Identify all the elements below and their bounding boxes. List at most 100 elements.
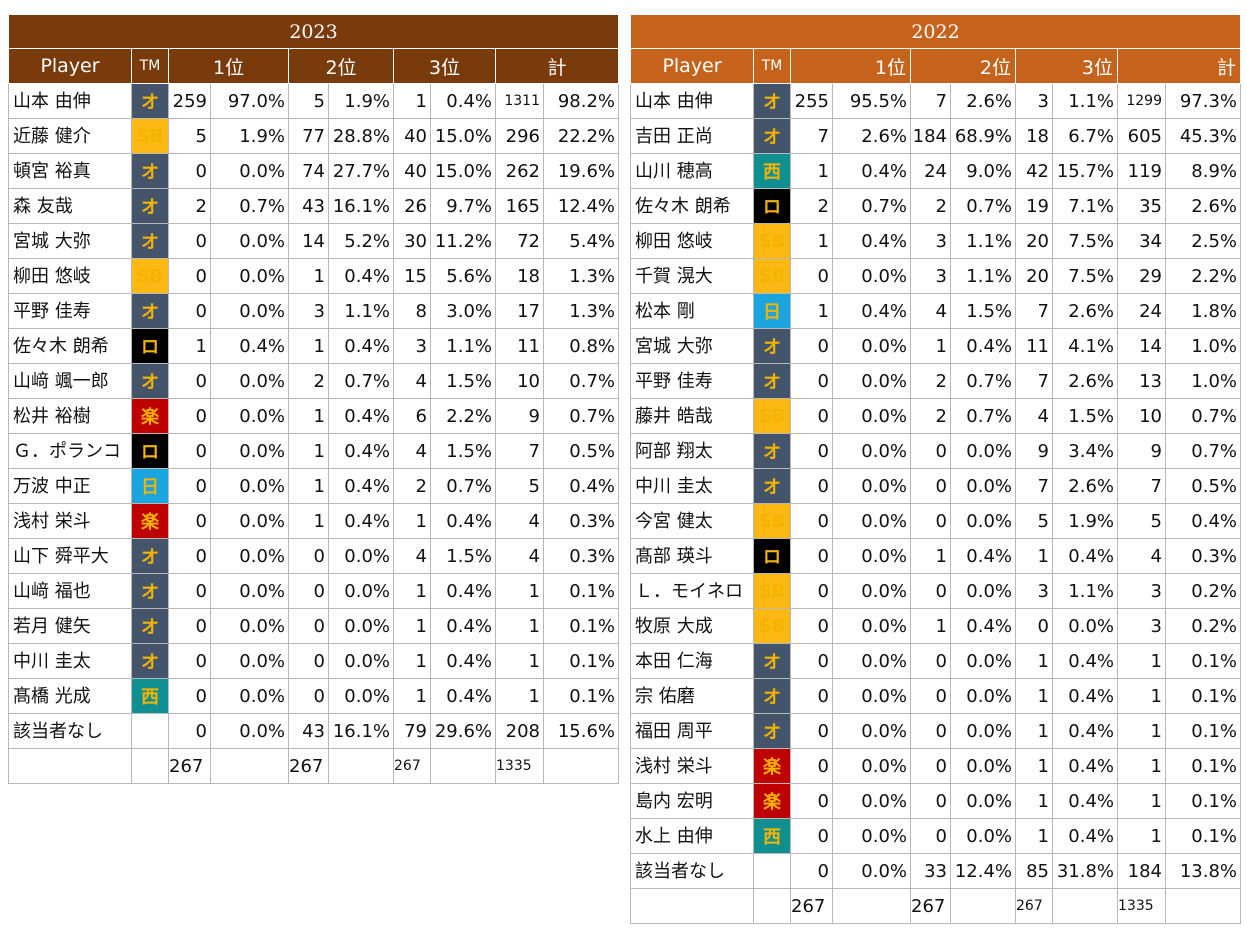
third-votes: 1	[393, 678, 431, 714]
first-votes: 0	[168, 538, 211, 574]
first-votes: 7	[790, 118, 833, 154]
total-points: 605	[1117, 118, 1166, 154]
total-pct: 15.6%	[543, 713, 619, 749]
third-pct: 29.6%	[430, 713, 496, 749]
second-pct: 16.1%	[328, 713, 394, 749]
player-name: 柳田 悠岐	[8, 258, 132, 294]
table-row: 該当者なし 0 0.0% 33 12.4% 85 31.8% 184 13.8%	[630, 853, 1241, 889]
table-row: 牧原 大成 SB 0 0.0% 1 0.4% 0 0.0% 3 0.2%	[630, 608, 1241, 644]
table-row: 平野 佳寿オ 0 0.0% 2 0.7% 7 2.6% 13 1.0%	[630, 363, 1241, 399]
second-votes: 0	[910, 713, 951, 749]
total-points: 119	[1117, 153, 1166, 189]
team-badge: オ	[131, 293, 169, 329]
total-points: 29	[1117, 258, 1166, 294]
table-row: 佐々木 朗希ロ 2 0.7% 2 0.7% 19 7.1% 35 2.6%	[630, 188, 1241, 224]
third-votes: 3	[393, 328, 431, 364]
second-votes: 1	[910, 328, 951, 364]
player-name: 該当者なし	[630, 853, 754, 889]
second-pct: 0.0%	[328, 608, 394, 644]
second-votes: 0	[910, 503, 951, 539]
first-pct: 0.0%	[832, 258, 911, 294]
totals-row: 267 267 267 1335	[630, 888, 1241, 924]
second-pct: 0.4%	[328, 328, 394, 364]
table-row: 宮城 大弥オ 0 0.0% 1 0.4% 11 4.1% 14 1.0%	[630, 328, 1241, 364]
col-player: Player	[8, 48, 132, 84]
second-pct: 2.6%	[950, 83, 1016, 119]
team-badge: オ	[131, 223, 169, 259]
third-pct: 3.0%	[430, 293, 496, 329]
total-points: 1	[1117, 783, 1166, 819]
first-votes: 0	[168, 433, 211, 469]
first-pct: 0.0%	[832, 783, 911, 819]
second-pct: 0.4%	[328, 258, 394, 294]
total-pct: 0.7%	[1165, 433, 1241, 469]
second-pct: 16.1%	[328, 188, 394, 224]
third-votes: 20	[1015, 223, 1053, 259]
col-team: TM	[131, 48, 169, 84]
third-votes: 4	[393, 538, 431, 574]
second-votes: 1	[288, 258, 329, 294]
first-votes: 0	[168, 678, 211, 714]
table-row: Ｇ．ポランコロ 0 0.0% 1 0.4% 4 1.5% 7 0.5%	[8, 433, 619, 469]
first-votes: 0	[790, 363, 833, 399]
table-row: 宮城 大弥オ 0 0.0% 14 5.2% 30 11.2% 72 5.4%	[8, 223, 619, 259]
total-pct: 0.1%	[1165, 713, 1241, 749]
first-votes: 0	[790, 258, 833, 294]
second-pct: 0.0%	[950, 433, 1016, 469]
second-pct: 0.0%	[950, 573, 1016, 609]
first-pct: 97.0%	[210, 83, 289, 119]
team-badge: SB	[131, 118, 169, 154]
team-badge: オ	[753, 713, 791, 749]
first-votes: 0	[168, 713, 211, 749]
third-votes: 40	[393, 153, 431, 189]
first-votes: 0	[790, 608, 833, 644]
second-votes: 0	[288, 643, 329, 679]
third-votes: 3	[1015, 573, 1053, 609]
team-badge: オ	[131, 538, 169, 574]
table-row: 福田 周平オ 0 0.0% 0 0.0% 1 0.4% 1 0.1%	[630, 713, 1241, 749]
first-votes: 0	[790, 503, 833, 539]
empty-cell	[131, 748, 169, 784]
second-votes: 0	[910, 643, 951, 679]
total-first-votes: 267	[168, 748, 211, 784]
table-row: 浅村 栄斗楽 0 0.0% 0 0.0% 1 0.4% 1 0.1%	[630, 748, 1241, 784]
team-badge: オ	[753, 328, 791, 364]
total-pct: 0.1%	[543, 678, 619, 714]
total-points: 9	[495, 398, 544, 434]
total-pct: 0.2%	[1165, 573, 1241, 609]
second-votes: 0	[288, 678, 329, 714]
second-pct: 1.9%	[328, 83, 394, 119]
second-votes: 0	[910, 433, 951, 469]
table-row: 森 友哉オ 2 0.7% 43 16.1% 26 9.7% 165 12.4%	[8, 188, 619, 224]
first-votes: 0	[168, 573, 211, 609]
team-badge: ロ	[131, 328, 169, 364]
total-pct: 1.0%	[1165, 328, 1241, 364]
first-pct: 0.4%	[832, 223, 911, 259]
second-pct: 0.0%	[950, 713, 1016, 749]
third-pct: 1.5%	[430, 538, 496, 574]
first-votes: 1	[790, 153, 833, 189]
second-votes: 1	[288, 328, 329, 364]
first-pct: 2.6%	[832, 118, 911, 154]
second-votes: 0	[910, 748, 951, 784]
second-pct: 0.0%	[950, 748, 1016, 784]
team-badge	[753, 853, 791, 889]
third-votes: 1	[393, 503, 431, 539]
first-pct: 0.0%	[210, 608, 289, 644]
third-votes: 1	[1015, 748, 1053, 784]
team-badge: オ	[131, 363, 169, 399]
second-votes: 1	[288, 468, 329, 504]
total-points: 7	[495, 433, 544, 469]
third-pct: 0.4%	[1052, 713, 1118, 749]
first-votes: 0	[790, 643, 833, 679]
team-badge: 西	[131, 678, 169, 714]
third-pct: 2.6%	[1052, 293, 1118, 329]
second-votes: 33	[910, 853, 951, 889]
table-row: 宗 佑磨オ 0 0.0% 0 0.0% 1 0.4% 1 0.1%	[630, 678, 1241, 714]
second-votes: 0	[910, 678, 951, 714]
first-votes: 0	[790, 818, 833, 854]
third-votes: 1	[393, 573, 431, 609]
total-pct: 0.7%	[1165, 398, 1241, 434]
third-pct: 0.4%	[1052, 538, 1118, 574]
player-name: 山﨑 福也	[8, 573, 132, 609]
